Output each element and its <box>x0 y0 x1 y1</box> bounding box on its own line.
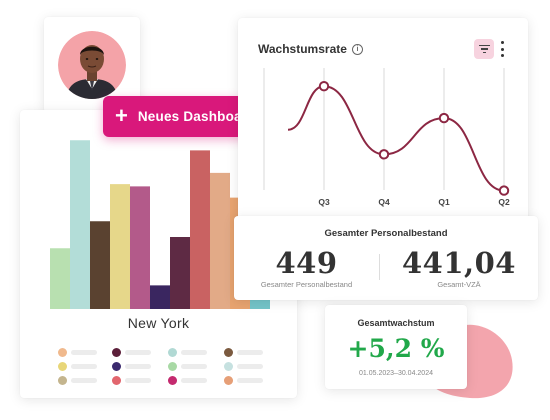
bar-5[interactable] <box>130 186 150 309</box>
filter-icon-line <box>478 44 490 47</box>
tick-label-q2: Q2 <box>498 197 510 207</box>
filter-icon-line <box>482 51 486 54</box>
new-dashboard-label: Neues Dashboard <box>137 109 256 124</box>
legend-dot <box>168 362 177 371</box>
legend-label-placeholder <box>237 350 263 355</box>
legend-dot <box>224 348 233 357</box>
avatar-card <box>44 17 140 113</box>
data-point-q3[interactable] <box>318 80 330 92</box>
bar-9[interactable] <box>210 172 230 309</box>
bar-7[interactable] <box>170 237 190 309</box>
bar-4[interactable] <box>110 184 130 309</box>
legend-dot <box>224 362 233 371</box>
legend-dot <box>58 348 67 357</box>
headcount-value-label: Gesamter Personalbestand <box>260 280 353 289</box>
legend-item <box>224 362 263 371</box>
legend-item <box>224 376 263 385</box>
legend-dot <box>112 362 121 371</box>
tick-label-q4: Q4 <box>378 197 390 207</box>
legend-label-placeholder <box>71 378 97 383</box>
tick-label-q1: Q1 <box>438 197 450 207</box>
headcount-title: Gesamter Personalbestand <box>324 228 448 239</box>
legend-label-placeholder <box>181 364 207 369</box>
legend-item <box>58 376 97 385</box>
tick-label-q3: Q3 <box>318 197 330 207</box>
legend-label-placeholder <box>71 364 97 369</box>
growth-rate-title: Wachstumsrate i <box>258 42 363 56</box>
headcount-divider <box>379 254 380 280</box>
fte-value-label: Gesamt-VZÄ <box>437 280 481 289</box>
plus-icon: + <box>115 102 128 128</box>
headcount-value: 449 <box>275 246 338 280</box>
info-icon[interactable]: i <box>351 43 363 55</box>
filter-button[interactable] <box>474 39 494 59</box>
total-growth-card: Gesamtwachstum +5,2 % 01.05.2023–30.04.2… <box>325 305 467 389</box>
legend-label-placeholder <box>181 350 207 355</box>
data-point-q4[interactable] <box>378 149 390 160</box>
legend-item <box>224 348 263 357</box>
bar-2[interactable] <box>70 140 90 309</box>
legend-item <box>112 376 151 385</box>
bar-3[interactable] <box>90 221 110 309</box>
bar-chart <box>50 140 270 309</box>
legend-dot <box>58 376 67 385</box>
legend-label-placeholder <box>237 378 263 383</box>
bar-6[interactable] <box>150 285 170 309</box>
legend-label-placeholder <box>125 350 151 355</box>
legend-item <box>168 348 207 357</box>
legend-dot <box>168 348 177 357</box>
legend-label-placeholder <box>71 350 97 355</box>
total-growth-value: +5,2 % <box>347 334 445 363</box>
legend-label-placeholder <box>181 378 207 383</box>
legend-item <box>168 376 207 385</box>
bar-chart-legend <box>20 110 297 398</box>
bar-8[interactable] <box>190 150 210 309</box>
legend-item <box>112 362 151 371</box>
legend-item <box>112 348 151 357</box>
legend-dot <box>58 362 67 371</box>
bar-1[interactable] <box>50 248 70 309</box>
headcount-card: Gesamter Personalbestand 449 Gesamter Pe… <box>234 216 538 300</box>
growth-rate-title-text: Wachstumsrate <box>258 42 347 56</box>
data-point-q2[interactable] <box>498 185 510 196</box>
legend-label-placeholder <box>125 378 151 383</box>
legend-dot <box>112 376 121 385</box>
growth-rate-line <box>287 85 505 192</box>
legend-dot <box>112 348 121 357</box>
fte-value: 441,04 <box>402 246 516 280</box>
legend-item <box>58 362 97 371</box>
data-point-q1[interactable] <box>438 112 450 124</box>
total-growth-title: Gesamtwachstum <box>357 318 435 328</box>
legend-label-placeholder <box>237 364 263 369</box>
total-growth-period: 01.05.2023–30.04.2024 <box>359 370 433 377</box>
bar-chart-city-label: New York <box>127 315 190 331</box>
legend-label-placeholder <box>125 364 151 369</box>
more-options-icon[interactable] <box>499 41 505 57</box>
filter-icon-line <box>480 48 488 50</box>
legend-dot <box>224 376 233 385</box>
legend-dot <box>168 376 177 385</box>
legend-item <box>58 348 97 357</box>
growth-rate-chart: Q3 Q4 Q1 Q2 <box>263 68 510 207</box>
avatar <box>58 31 126 99</box>
growth-rate-card: Q3 Q4 Q1 Q2 Wachstumsrate i <box>238 18 528 223</box>
legend-item <box>168 362 207 371</box>
